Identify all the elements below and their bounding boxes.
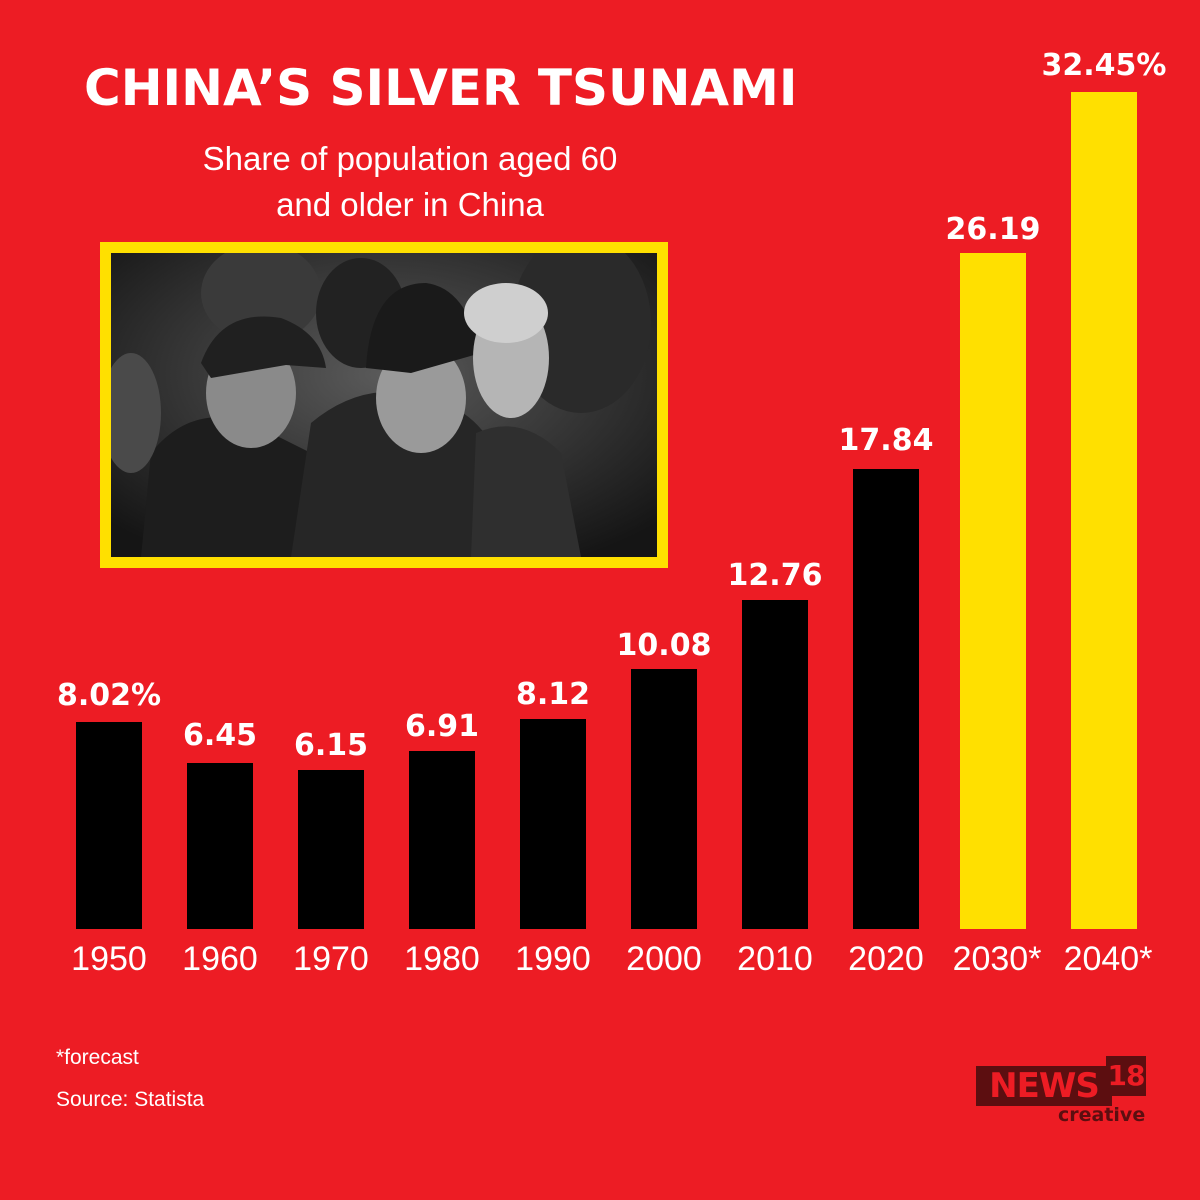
subtitle-line-2: and older in China	[276, 186, 544, 223]
value-label-2010: 12.76	[727, 558, 823, 593]
x-label-1990: 1990	[515, 940, 591, 978]
bar-1990	[520, 719, 586, 929]
chart-title: CHINA’S SILVER TSUNAMI	[84, 59, 798, 117]
source-note: Source: Statista	[56, 1088, 205, 1111]
chart-subtitle: Share of population aged 60 and older in…	[140, 136, 680, 228]
x-label-1980: 1980	[404, 940, 480, 978]
forecast-footnote: *forecast	[56, 1046, 139, 1069]
x-label-1960: 1960	[182, 940, 258, 978]
elderly-people-photo	[100, 242, 668, 568]
bar-1960	[187, 763, 253, 929]
x-label-1950: 1950	[71, 940, 147, 978]
x-label-2010: 2010	[737, 940, 813, 978]
value-label-2040: 32.45%	[1041, 48, 1167, 83]
value-label-1990: 8.12	[515, 677, 591, 712]
x-label-2040: 2040*	[1063, 940, 1153, 978]
value-label-1970: 6.15	[293, 728, 369, 763]
bar-2010	[742, 600, 808, 929]
bar-1950	[76, 722, 142, 929]
value-label-2020: 17.84	[838, 423, 934, 458]
x-label-2020: 2020	[848, 940, 924, 978]
value-label-1950: 8.02%	[56, 678, 162, 713]
value-label-2030: 26.19	[945, 212, 1041, 247]
bar-2030	[960, 253, 1026, 929]
x-label-1970: 1970	[293, 940, 369, 978]
subtitle-line-1: Share of population aged 60	[202, 140, 618, 177]
photo-illustration-icon	[111, 253, 657, 557]
value-label-1980: 6.91	[404, 709, 480, 744]
bar-2040	[1071, 92, 1137, 929]
logo-creative-text: creative	[1058, 1104, 1146, 1126]
value-label-1960: 6.45	[182, 718, 258, 753]
value-label-2000: 10.08	[616, 628, 712, 663]
x-label-2000: 2000	[626, 940, 702, 978]
logo-18-badge: 18	[1106, 1056, 1146, 1096]
bar-2020	[853, 469, 919, 929]
logo-news-text: NEWS	[976, 1066, 1112, 1106]
news18-creative-logo: NEWS 18 creative	[976, 1052, 1176, 1132]
bar-1970	[298, 770, 364, 929]
x-label-2030: 2030*	[952, 940, 1042, 978]
bar-1980	[409, 751, 475, 929]
bar-2000	[631, 669, 697, 929]
